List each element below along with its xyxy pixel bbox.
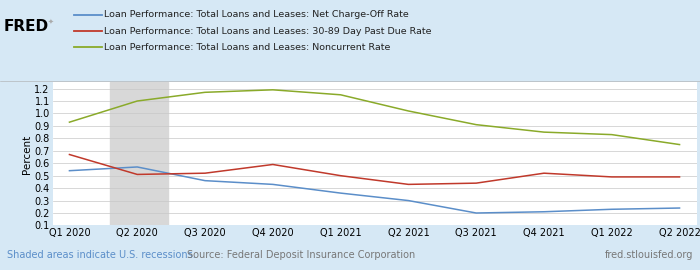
Text: ✦: ✦ <box>48 19 53 25</box>
Bar <box>110 82 168 225</box>
Text: FRED: FRED <box>4 19 48 34</box>
Text: Loan Performance: Total Loans and Leases: 30-89 Day Past Due Rate: Loan Performance: Total Loans and Leases… <box>104 26 431 36</box>
Text: Loan Performance: Total Loans and Leases: Net Charge-Off Rate: Loan Performance: Total Loans and Leases… <box>104 10 408 19</box>
Text: Loan Performance: Total Loans and Leases: Noncurrent Rate: Loan Performance: Total Loans and Leases… <box>104 43 390 52</box>
Text: fred.stlouisfed.org: fred.stlouisfed.org <box>605 250 693 260</box>
Text: Shaded areas indicate U.S. recessions.: Shaded areas indicate U.S. recessions. <box>7 250 196 260</box>
Text: Source: Federal Deposit Insurance Corporation: Source: Federal Deposit Insurance Corpor… <box>187 250 415 260</box>
Y-axis label: Percent: Percent <box>22 134 32 174</box>
